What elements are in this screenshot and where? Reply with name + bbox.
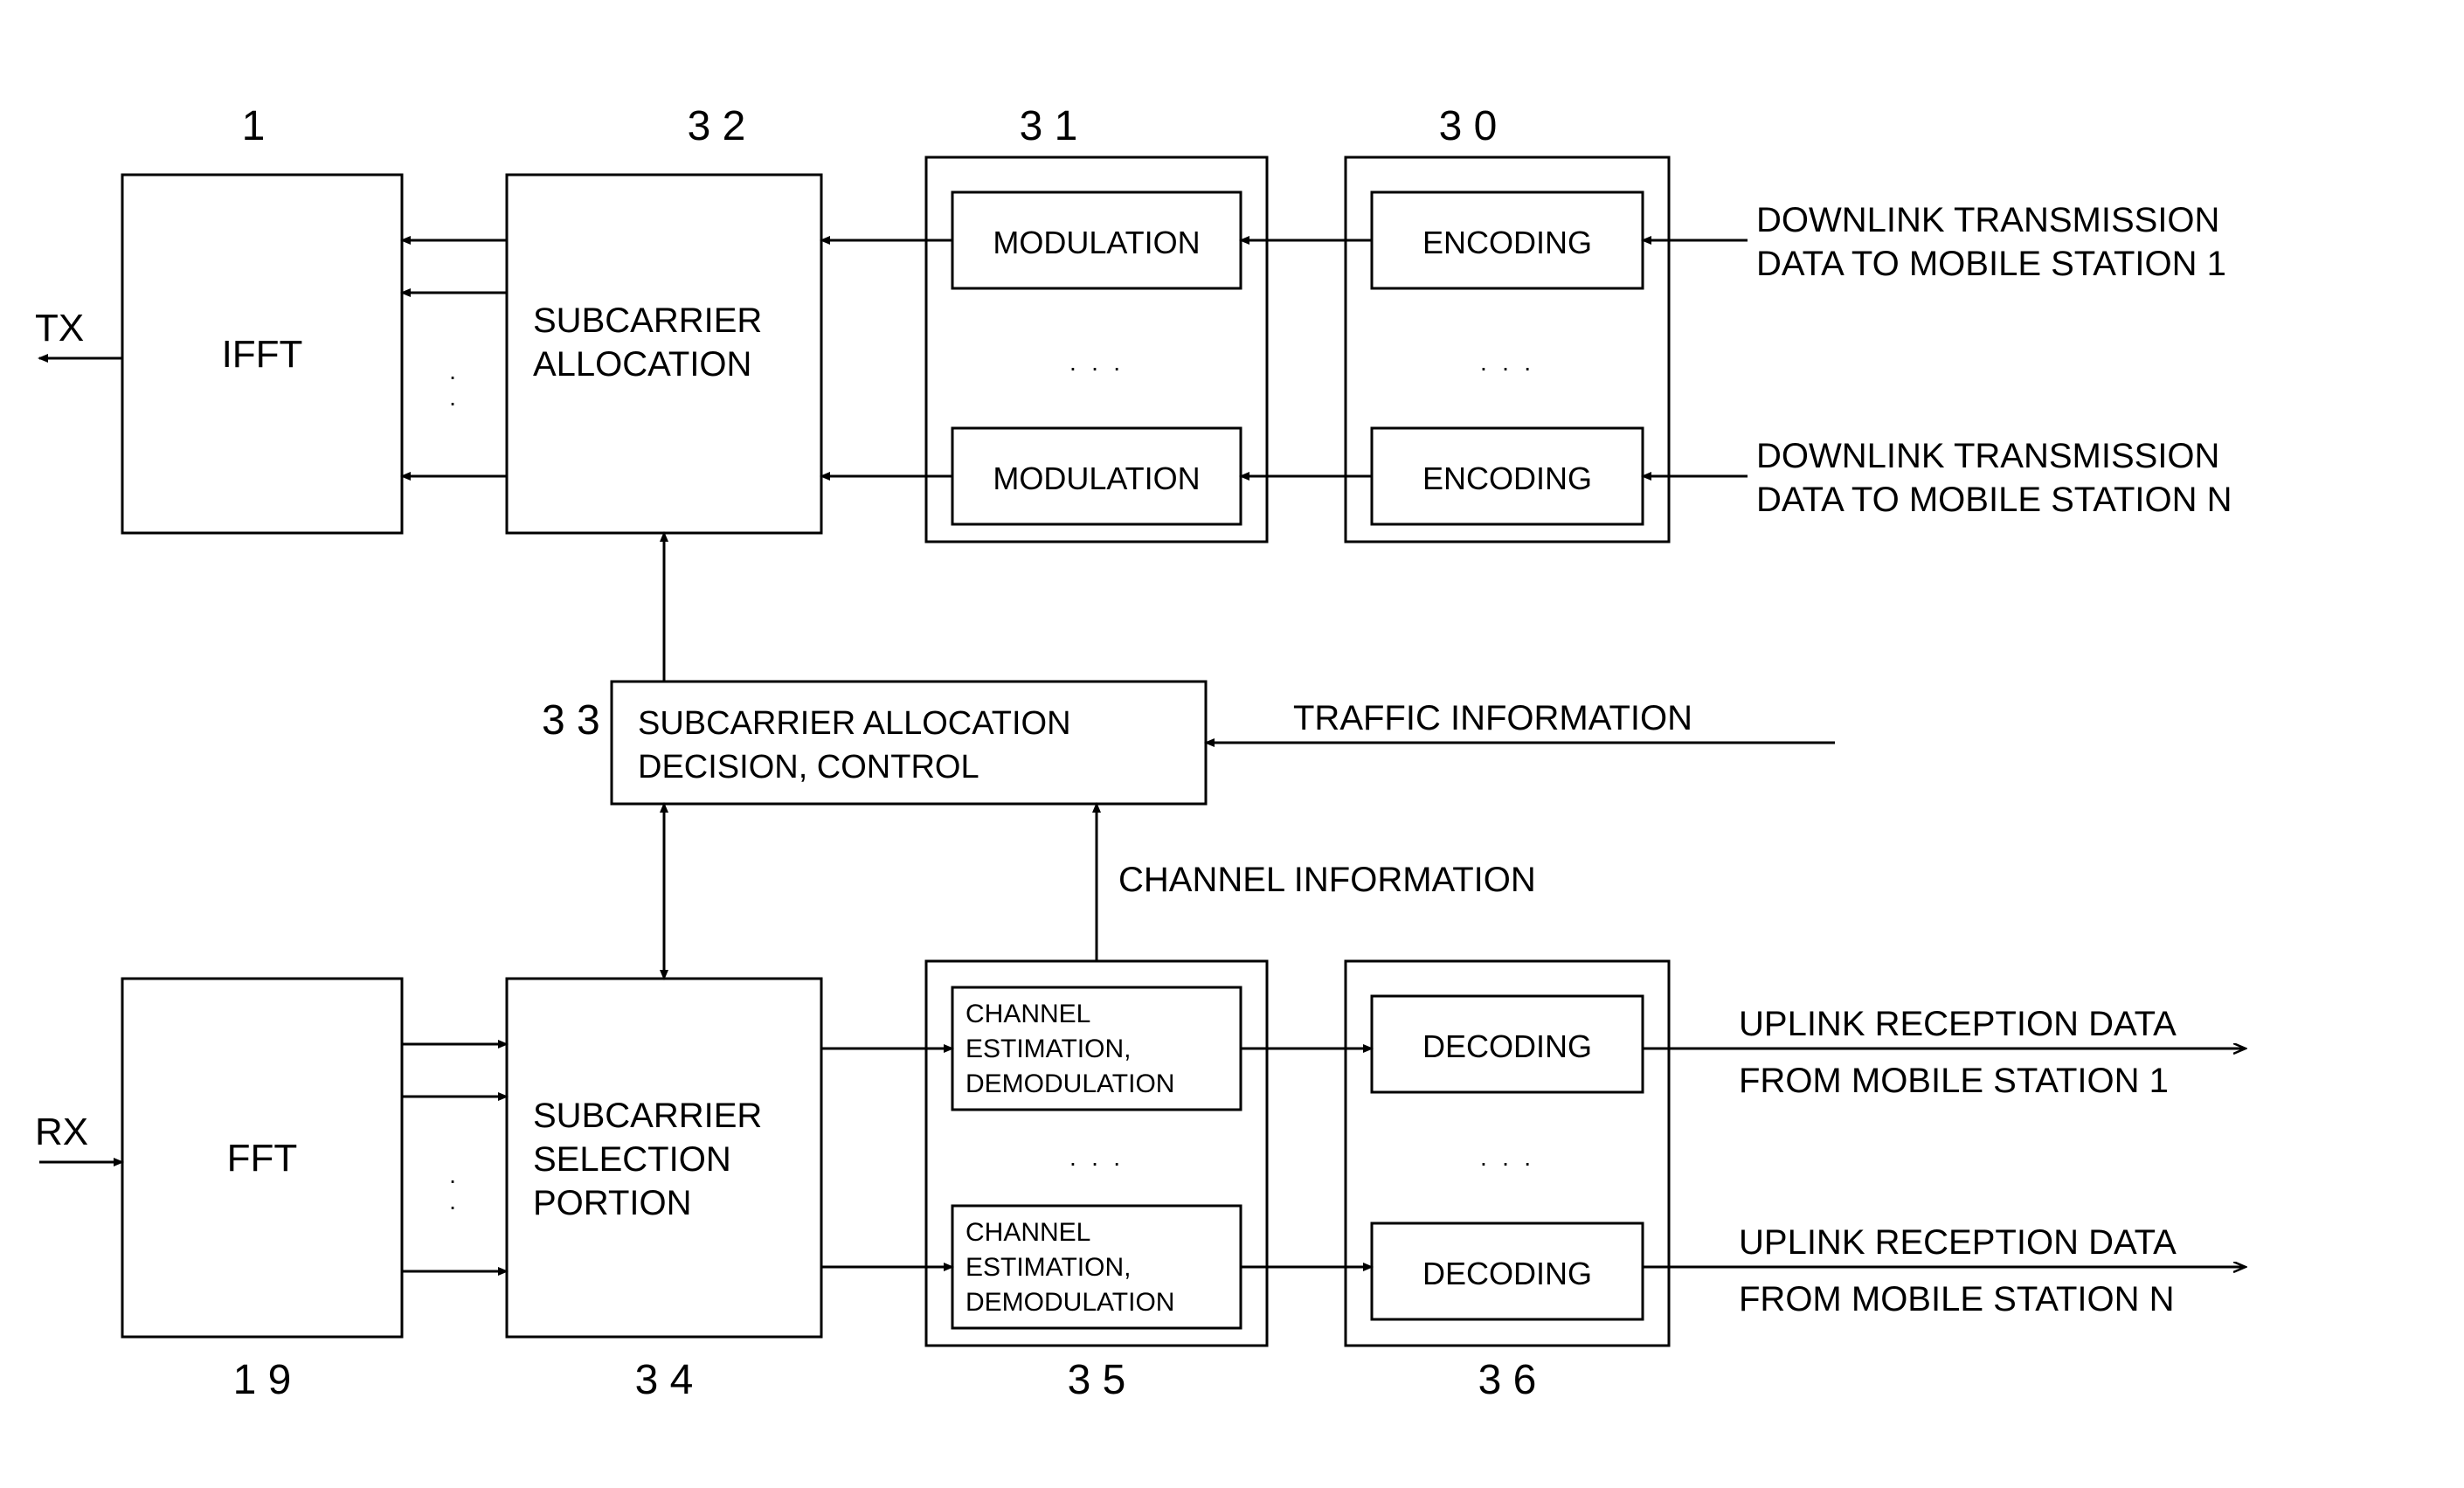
dem2-label-2: ESTIMATION, bbox=[966, 1253, 1131, 1282]
mod-dots: · · · bbox=[1069, 354, 1125, 381]
dem2-label-3: DEMODULATION bbox=[966, 1288, 1174, 1317]
subsel-label-1: SUBCARRIER bbox=[533, 1097, 762, 1135]
dem1-label-2: ESTIMATION, bbox=[966, 1035, 1131, 1063]
decision-label-1: SUBCARRIER ALLOCATION bbox=[638, 705, 1071, 742]
dem-dots: · · · bbox=[1069, 1149, 1125, 1176]
enc-dots: · · · bbox=[1479, 354, 1535, 381]
rx-label: RX bbox=[35, 1111, 88, 1153]
subsel-label-3: PORTION bbox=[533, 1184, 692, 1222]
dem1-label-3: DEMODULATION bbox=[966, 1069, 1174, 1098]
ul1-label-b: FROM MOBILE STATION 1 bbox=[1739, 1062, 2169, 1100]
ulN-label-b: FROM MOBILE STATION N bbox=[1739, 1280, 2175, 1318]
sa-ifft-dots2: · bbox=[448, 389, 460, 416]
suballoc-label-2: ALLOCATION bbox=[533, 345, 751, 384]
dl1-label-b: DATA TO MOBILE STATION 1 bbox=[1756, 245, 2226, 283]
fft-id: 1 9 bbox=[233, 1357, 292, 1403]
block-diagram: 1 IFFT 3 2 SUBCARRIER ALLOCATION 3 1 MOD… bbox=[0, 0, 2464, 1488]
decision-label-2: DECISION, CONTROL bbox=[638, 749, 979, 786]
ifft-id: 1 bbox=[242, 103, 266, 149]
decision-id: 3 3 bbox=[542, 697, 600, 744]
ul1-label-a: UPLINK RECEPTION DATA bbox=[1739, 1005, 2177, 1043]
decision-box bbox=[612, 682, 1206, 804]
traffic-label: TRAFFIC INFORMATION bbox=[1293, 699, 1692, 737]
dlN-label-b: DATA TO MOBILE STATION N bbox=[1756, 481, 2232, 519]
mod-group-id: 3 1 bbox=[1020, 103, 1078, 149]
enc1-label: ENCODING bbox=[1422, 225, 1592, 260]
suballoc-label-1: SUBCARRIER bbox=[533, 301, 762, 340]
ulN-label-a: UPLINK RECEPTION DATA bbox=[1739, 1223, 2177, 1262]
enc2-label: ENCODING bbox=[1422, 460, 1592, 496]
suballoc-id: 3 2 bbox=[688, 103, 746, 149]
dem-group-id: 3 5 bbox=[1068, 1357, 1126, 1403]
dec-dots: · · · bbox=[1479, 1149, 1535, 1176]
dlN-label-a: DOWNLINK TRANSMISSION bbox=[1756, 437, 2219, 475]
chinfo-label: CHANNEL INFORMATION bbox=[1118, 861, 1536, 899]
dem1-label-1: CHANNEL bbox=[966, 1000, 1090, 1028]
subsel-label-2: SELECTION bbox=[533, 1140, 731, 1179]
enc-group-id: 3 0 bbox=[1439, 103, 1498, 149]
dec-group-id: 3 6 bbox=[1478, 1357, 1537, 1403]
mod1-label: MODULATION bbox=[993, 225, 1200, 260]
subsel-id: 3 4 bbox=[635, 1357, 694, 1403]
dl1-label-a: DOWNLINK TRANSMISSION bbox=[1756, 201, 2219, 239]
ifft-label: IFFT bbox=[222, 333, 303, 376]
dec2-label: DECODING bbox=[1422, 1256, 1592, 1291]
fft-label: FFT bbox=[227, 1137, 298, 1180]
fft-subsel-dots2: · bbox=[448, 1193, 460, 1220]
fft-subsel-dots: · bbox=[448, 1166, 460, 1194]
dem2-label-1: CHANNEL bbox=[966, 1218, 1090, 1247]
sa-ifft-dots: · bbox=[448, 363, 460, 390]
mod2-label: MODULATION bbox=[993, 460, 1200, 496]
dec1-label: DECODING bbox=[1422, 1028, 1592, 1064]
tx-label: TX bbox=[35, 307, 84, 350]
